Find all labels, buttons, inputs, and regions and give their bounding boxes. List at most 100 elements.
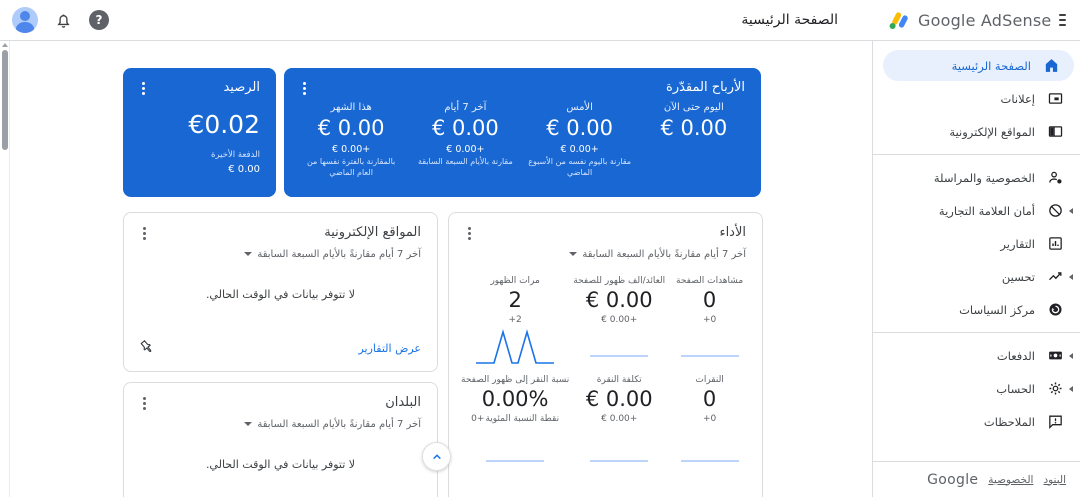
- sidebar-nav: الصفحة الرئيسية إعلانات المواقع الإلكترو…: [872, 41, 1080, 497]
- sidebar-divider: [873, 154, 1080, 155]
- sites-date-filter[interactable]: آخر 7 أيام مقارنةً بالأيام السبعة السابق…: [124, 241, 437, 260]
- sites-menu-kebab-icon[interactable]: [136, 225, 152, 241]
- performance-menu-kebab-icon[interactable]: [461, 225, 477, 241]
- sidebar-item-ads[interactable]: إعلانات: [873, 82, 1080, 115]
- sidebar-item-brand-safety[interactable]: أمان العلامة التجارية: [873, 194, 1080, 227]
- countries-card: البلدان آخر 7 أيام مقارنةً بالأيام السبع…: [123, 382, 438, 497]
- main-content: الرصيد €0.02 الدفعة الأخيرة € 0.00 الأرب…: [11, 41, 872, 497]
- sidebar-item-feedback[interactable]: الملاحظات: [873, 405, 1080, 438]
- balance-card: الرصيد €0.02 الدفعة الأخيرة € 0.00: [123, 68, 276, 197]
- optimization-icon: [1046, 268, 1064, 286]
- sidebar-item-account[interactable]: الحساب: [873, 372, 1080, 405]
- sidebar-item-label: تحسين: [1001, 269, 1035, 284]
- metric-page-rpm: العائد/ألف ظهور للصفحة € 0.00 € 0.00+: [571, 270, 667, 369]
- ads-icon: [1046, 90, 1064, 108]
- page-title: الصفحة الرئيسية: [741, 12, 838, 28]
- last-payment-label: الدفعة الأخيرة: [210, 150, 260, 160]
- user-avatar[interactable]: [12, 7, 38, 33]
- sidebar-item-label: الخصوصية والمراسلة: [933, 170, 1035, 185]
- scrollbar-up-arrow[interactable]: [2, 43, 8, 47]
- vertical-scrollbar[interactable]: [0, 41, 10, 497]
- sidebar-item-payments[interactable]: الدفعات: [873, 339, 1080, 372]
- payments-icon: [1046, 347, 1064, 365]
- feedback-icon: [1046, 413, 1064, 431]
- sparkline-peaks: [461, 325, 569, 369]
- sidebar-item-home[interactable]: الصفحة الرئيسية: [873, 49, 1080, 82]
- privacy-link[interactable]: الخصوصية: [988, 473, 1034, 486]
- metric-page-views: مشاهدات الصفحة 0 +0: [667, 270, 752, 369]
- help-icon[interactable]: ?: [89, 10, 109, 30]
- metric-page-ctr: نسبة النقر إلى ظهور الصفحة 0.00% 0+ نقطة …: [459, 369, 571, 468]
- sidebar-item-label: الصفحة الرئيسية: [951, 58, 1031, 73]
- expand-caret-icon: [1069, 385, 1073, 392]
- brand-header: Google AdSense: [872, 0, 1080, 41]
- performance-date-filter[interactable]: آخر 7 أيام مقارنةً بالأيام السبعة السابق…: [449, 241, 762, 260]
- topbar-left-cluster: ?: [0, 7, 109, 33]
- sidebar-item-label: الملاحظات: [983, 414, 1035, 429]
- adsense-logo-icon: [886, 8, 910, 32]
- sidebar-footer: Google الخصوصية البنود: [873, 461, 1080, 497]
- privacy-messaging-icon: [1046, 169, 1064, 187]
- sparkline-flat: [573, 424, 665, 468]
- sparkline-flat: [573, 325, 665, 369]
- sparkline-flat: [669, 424, 750, 468]
- metric-impressions: مرات الظهور 2 +2: [459, 270, 571, 369]
- earnings-col-today: اليوم حتى الآن € 0.00: [660, 102, 728, 140]
- sidebar-item-reports[interactable]: التقارير: [873, 227, 1080, 260]
- sidebar-item-label: التقارير: [1000, 236, 1035, 251]
- expand-caret-icon: [1069, 207, 1073, 214]
- dropdown-caret-icon: [569, 252, 578, 256]
- home-icon: [1042, 57, 1060, 75]
- earnings-title: الأرباح المقدّرة: [666, 80, 745, 95]
- dropdown-caret-icon: [244, 252, 253, 256]
- balance-menu-kebab-icon[interactable]: [135, 80, 151, 96]
- sites-card: المواقع الإلكترونية آخر 7 أيام مقارنةً ب…: [123, 212, 438, 372]
- performance-card: الأداء آخر 7 أيام مقارنةً بالأيام السبعة…: [448, 212, 763, 497]
- topbar: ? الصفحة الرئيسية Google AdSense: [0, 0, 1080, 41]
- sites-title: المواقع الإلكترونية: [324, 225, 421, 240]
- sidebar-item-label: مركز السياسات: [959, 302, 1035, 317]
- sparkline-flat: [669, 325, 750, 369]
- last-payment-value: € 0.00: [228, 163, 260, 175]
- performance-title: الأداء: [719, 225, 746, 240]
- earnings-col-last7days: آخر 7 أيام € 0.00 € 0.00+ مقارنة بالأيام…: [417, 102, 513, 166]
- earnings-menu-kebab-icon[interactable]: [296, 80, 312, 96]
- reports-icon: [1046, 235, 1064, 253]
- policy-center-icon: [1046, 301, 1064, 319]
- sites-icon: [1046, 123, 1064, 141]
- brand-name: Google AdSense: [918, 10, 1052, 30]
- sidebar-item-privacy-messaging[interactable]: الخصوصية والمراسلة: [873, 161, 1080, 194]
- countries-menu-kebab-icon[interactable]: [136, 395, 152, 411]
- sidebar-divider: [873, 332, 1080, 333]
- sidebar-item-policy-center[interactable]: مركز السياسات: [873, 293, 1080, 326]
- google-wordmark: Google: [927, 471, 979, 488]
- sparkline-flat: [461, 424, 569, 468]
- sidebar-item-label: المواقع الإلكترونية: [949, 124, 1035, 139]
- account-settings-gear-icon: [1046, 380, 1064, 398]
- metric-clicks: النقرات 0 +0: [667, 369, 752, 468]
- sidebar-item-label: الدفعات: [996, 348, 1035, 363]
- dropdown-caret-icon: [244, 422, 253, 426]
- earnings-col-yesterday: الأمس € 0.00 € 0.00+ مقارنة باليوم نفسه …: [528, 102, 632, 177]
- sites-empty-message: لا تتوفر بيانات في الوقت الحالي.: [205, 288, 356, 301]
- view-reports-link[interactable]: عرض التقارير: [358, 342, 421, 355]
- countries-date-filter[interactable]: آخر 7 أيام مقارنةً بالأيام السبعة السابق…: [124, 411, 437, 430]
- balance-value: €0.02: [188, 110, 260, 139]
- countries-empty-message: لا تتوفر بيانات في الوقت الحالي.: [205, 458, 356, 471]
- pin-icon[interactable]: [138, 338, 155, 359]
- metric-cpc: تكلفة النقرة € 0.00 € 0.00+: [571, 369, 667, 468]
- sidebar-item-optimization[interactable]: تحسين: [873, 260, 1080, 293]
- scroll-to-top-button[interactable]: [422, 442, 451, 471]
- sidebar-item-sites[interactable]: المواقع الإلكترونية: [873, 115, 1080, 148]
- scrollbar-thumb[interactable]: [2, 50, 8, 150]
- expand-caret-icon: [1069, 352, 1073, 359]
- sidebar-item-label: أمان العلامة التجارية: [938, 203, 1035, 218]
- sidebar-item-label: إعلانات: [1000, 91, 1035, 106]
- balance-title: الرصيد: [223, 80, 260, 95]
- countries-title: البلدان: [385, 395, 421, 410]
- menu-hamburger-icon[interactable]: [1059, 14, 1066, 26]
- notifications-bell-icon[interactable]: [54, 11, 73, 30]
- estimated-earnings-card: الأرباح المقدّرة اليوم حتى الآن € 0.00 ا…: [284, 68, 761, 197]
- terms-link[interactable]: البنود: [1043, 473, 1066, 486]
